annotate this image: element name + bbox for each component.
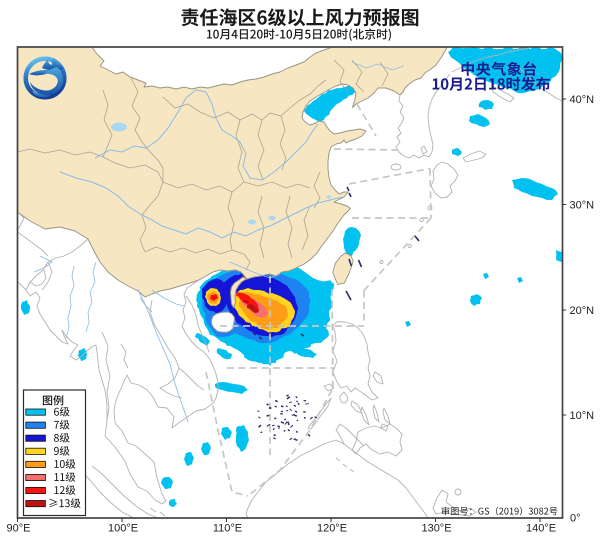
svg-text:100°E: 100°E bbox=[108, 523, 138, 535]
svg-text:120°E: 120°E bbox=[317, 523, 347, 535]
svg-text:140°E: 140°E bbox=[526, 523, 556, 535]
svg-text:110°E: 110°E bbox=[213, 523, 242, 535]
svg-text:90°E: 90°E bbox=[7, 523, 31, 535]
svg-text:30°N: 30°N bbox=[570, 200, 595, 212]
svg-text:40°N: 40°N bbox=[570, 94, 595, 106]
svg-text:0°: 0° bbox=[570, 513, 581, 525]
svg-text:10°N: 10°N bbox=[570, 410, 595, 422]
svg-text:20°N: 20°N bbox=[570, 305, 595, 317]
svg-text:130°E: 130°E bbox=[421, 523, 451, 535]
